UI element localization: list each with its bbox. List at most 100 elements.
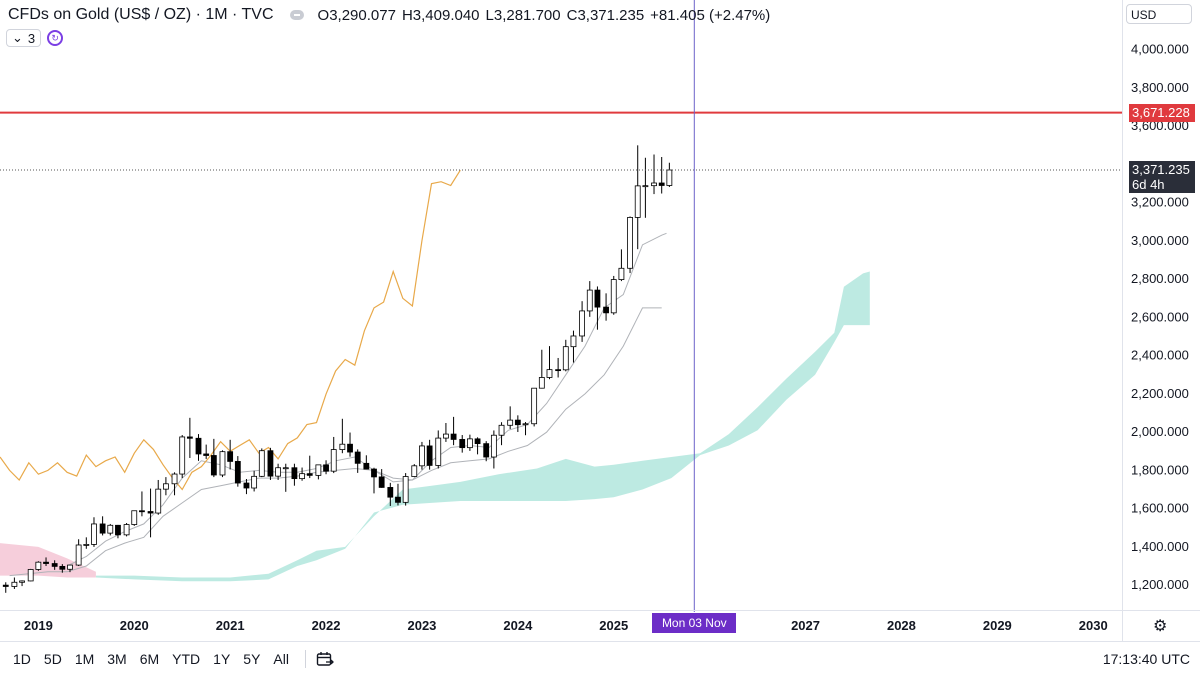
y-tick-label: 2,600.000: [1131, 309, 1189, 324]
indicator-count: 3: [27, 30, 36, 46]
candle-body: [219, 451, 226, 476]
low-label: L: [485, 6, 494, 24]
range-button-5d[interactable]: 5D: [43, 651, 62, 667]
candle-body: [186, 436, 193, 439]
candle-body: [330, 449, 337, 472]
y-tick-label: 1,800.000: [1131, 462, 1189, 477]
candle-body: [51, 563, 58, 567]
x-tick-label: 2019: [24, 618, 53, 633]
candle-body: [514, 419, 521, 426]
candle-body: [450, 433, 457, 440]
range-button-all[interactable]: All: [273, 651, 289, 667]
candle-body: [363, 462, 370, 470]
candle-body: [347, 443, 353, 453]
candle-body: [131, 510, 138, 525]
candle-body: [282, 467, 289, 470]
y-tick-label: 2,000.000: [1131, 424, 1189, 439]
y-tick-label: 1,400.000: [1131, 539, 1189, 554]
candle-body: [546, 369, 553, 378]
candle-body: [658, 182, 665, 186]
candle-body: [234, 461, 241, 484]
candle-body: [251, 475, 258, 489]
range-button-6m[interactable]: 6M: [139, 651, 160, 667]
x-tick-label: 2020: [120, 618, 149, 633]
candle-body: [323, 464, 329, 472]
y-tick-label: 1,600.000: [1131, 501, 1189, 516]
candle-body: [258, 450, 265, 477]
candle-body: [483, 443, 490, 458]
candle-body: [531, 387, 538, 425]
candle-body: [634, 185, 641, 218]
overlay-lines: [0, 0, 1122, 612]
conversion-line: [66, 232, 667, 567]
candle-body: [243, 482, 250, 489]
x-tick-label: 2023: [407, 618, 436, 633]
range-button-ytd[interactable]: YTD: [172, 651, 201, 667]
gear-icon[interactable]: ⚙: [1153, 618, 1168, 635]
candle-body: [443, 433, 449, 439]
change-value: +81.405 (+2.47%): [650, 6, 771, 24]
candle-body: [147, 511, 154, 514]
candle-body: [642, 185, 649, 188]
candle-body: [291, 467, 298, 480]
toolbar-divider: [304, 650, 306, 668]
open-value: 3,290.077: [329, 6, 396, 24]
candle-body: [19, 580, 25, 583]
close-value: 3,371.235: [577, 6, 645, 24]
candle-body: [339, 443, 346, 450]
candle-body: [227, 451, 234, 462]
axes: 1,200.000 1,400.000 1,600.000 1,800.000 2,00…: [0, 0, 1200, 641]
candle-body: [570, 335, 577, 348]
candle-body: [275, 467, 282, 477]
range-button-3m[interactable]: 3M: [107, 651, 127, 667]
candle-body: [195, 437, 202, 455]
candle-body: [507, 419, 514, 426]
ichimoku-lines: [0, 169, 667, 577]
candle-body: [155, 488, 162, 514]
candle-body: [371, 468, 377, 478]
currency-button[interactable]: USD: [1126, 4, 1192, 24]
candle-body: [203, 453, 210, 456]
candle-body: [171, 473, 178, 485]
candle-body: [490, 434, 497, 458]
candle-body: [579, 310, 585, 337]
range-button-1y[interactable]: 1Y: [213, 651, 231, 667]
candle-body: [402, 476, 409, 503]
y-tick-label: 3,000.000: [1131, 233, 1189, 248]
range-button-5y[interactable]: 5Y: [243, 651, 261, 667]
range-button-1d[interactable]: 1D: [13, 651, 31, 667]
high-value: 3,409.040: [412, 6, 480, 24]
candle-body: [651, 182, 657, 187]
calendar-icon[interactable]: [316, 651, 334, 667]
candle-body: [466, 438, 473, 449]
eye-icon[interactable]: [289, 10, 304, 20]
indicator-bar: ⌄ 3 ↻: [6, 29, 64, 47]
price-chart[interactable]: 1,200.000 1,400.000 1,600.000 1,800.000 2,00…: [0, 0, 1200, 641]
candle-body: [354, 451, 361, 464]
candle-body: [594, 289, 601, 308]
candle-body: [91, 523, 97, 545]
candle-body: [11, 581, 18, 587]
candle-body: [419, 445, 425, 467]
y-tick-label: 2,400.000: [1131, 348, 1189, 363]
symbol-title[interactable]: CFDs on Gold (US$ / OZ) · 1M · TVC: [8, 6, 274, 23]
utc-clock[interactable]: 17:13:40 UTC: [1102, 651, 1190, 667]
close-label: C: [566, 6, 578, 24]
sync-icon[interactable]: ↻: [47, 30, 64, 46]
candle-body: [299, 473, 305, 480]
candle-body: [603, 306, 609, 314]
x-tick-label: 2030: [1079, 618, 1108, 633]
bar-countdown: 6d 4h: [1132, 176, 1165, 192]
candle-body: [562, 346, 569, 371]
candle-body: [474, 438, 481, 445]
y-tick-label: 3,800.000: [1131, 80, 1189, 95]
indicators-toggle[interactable]: ⌄ 3: [6, 29, 42, 47]
candle-body: [267, 450, 274, 477]
range-button-1m[interactable]: 1M: [74, 651, 95, 667]
symbol-legend: CFDs on Gold (US$ / OZ) · 1M · TVC O 3,29…: [8, 5, 770, 25]
candle-body: [99, 523, 106, 534]
candle-body: [555, 369, 562, 372]
candle-body: [459, 439, 466, 449]
candle-body: [115, 524, 121, 536]
candle-body: [67, 564, 73, 570]
